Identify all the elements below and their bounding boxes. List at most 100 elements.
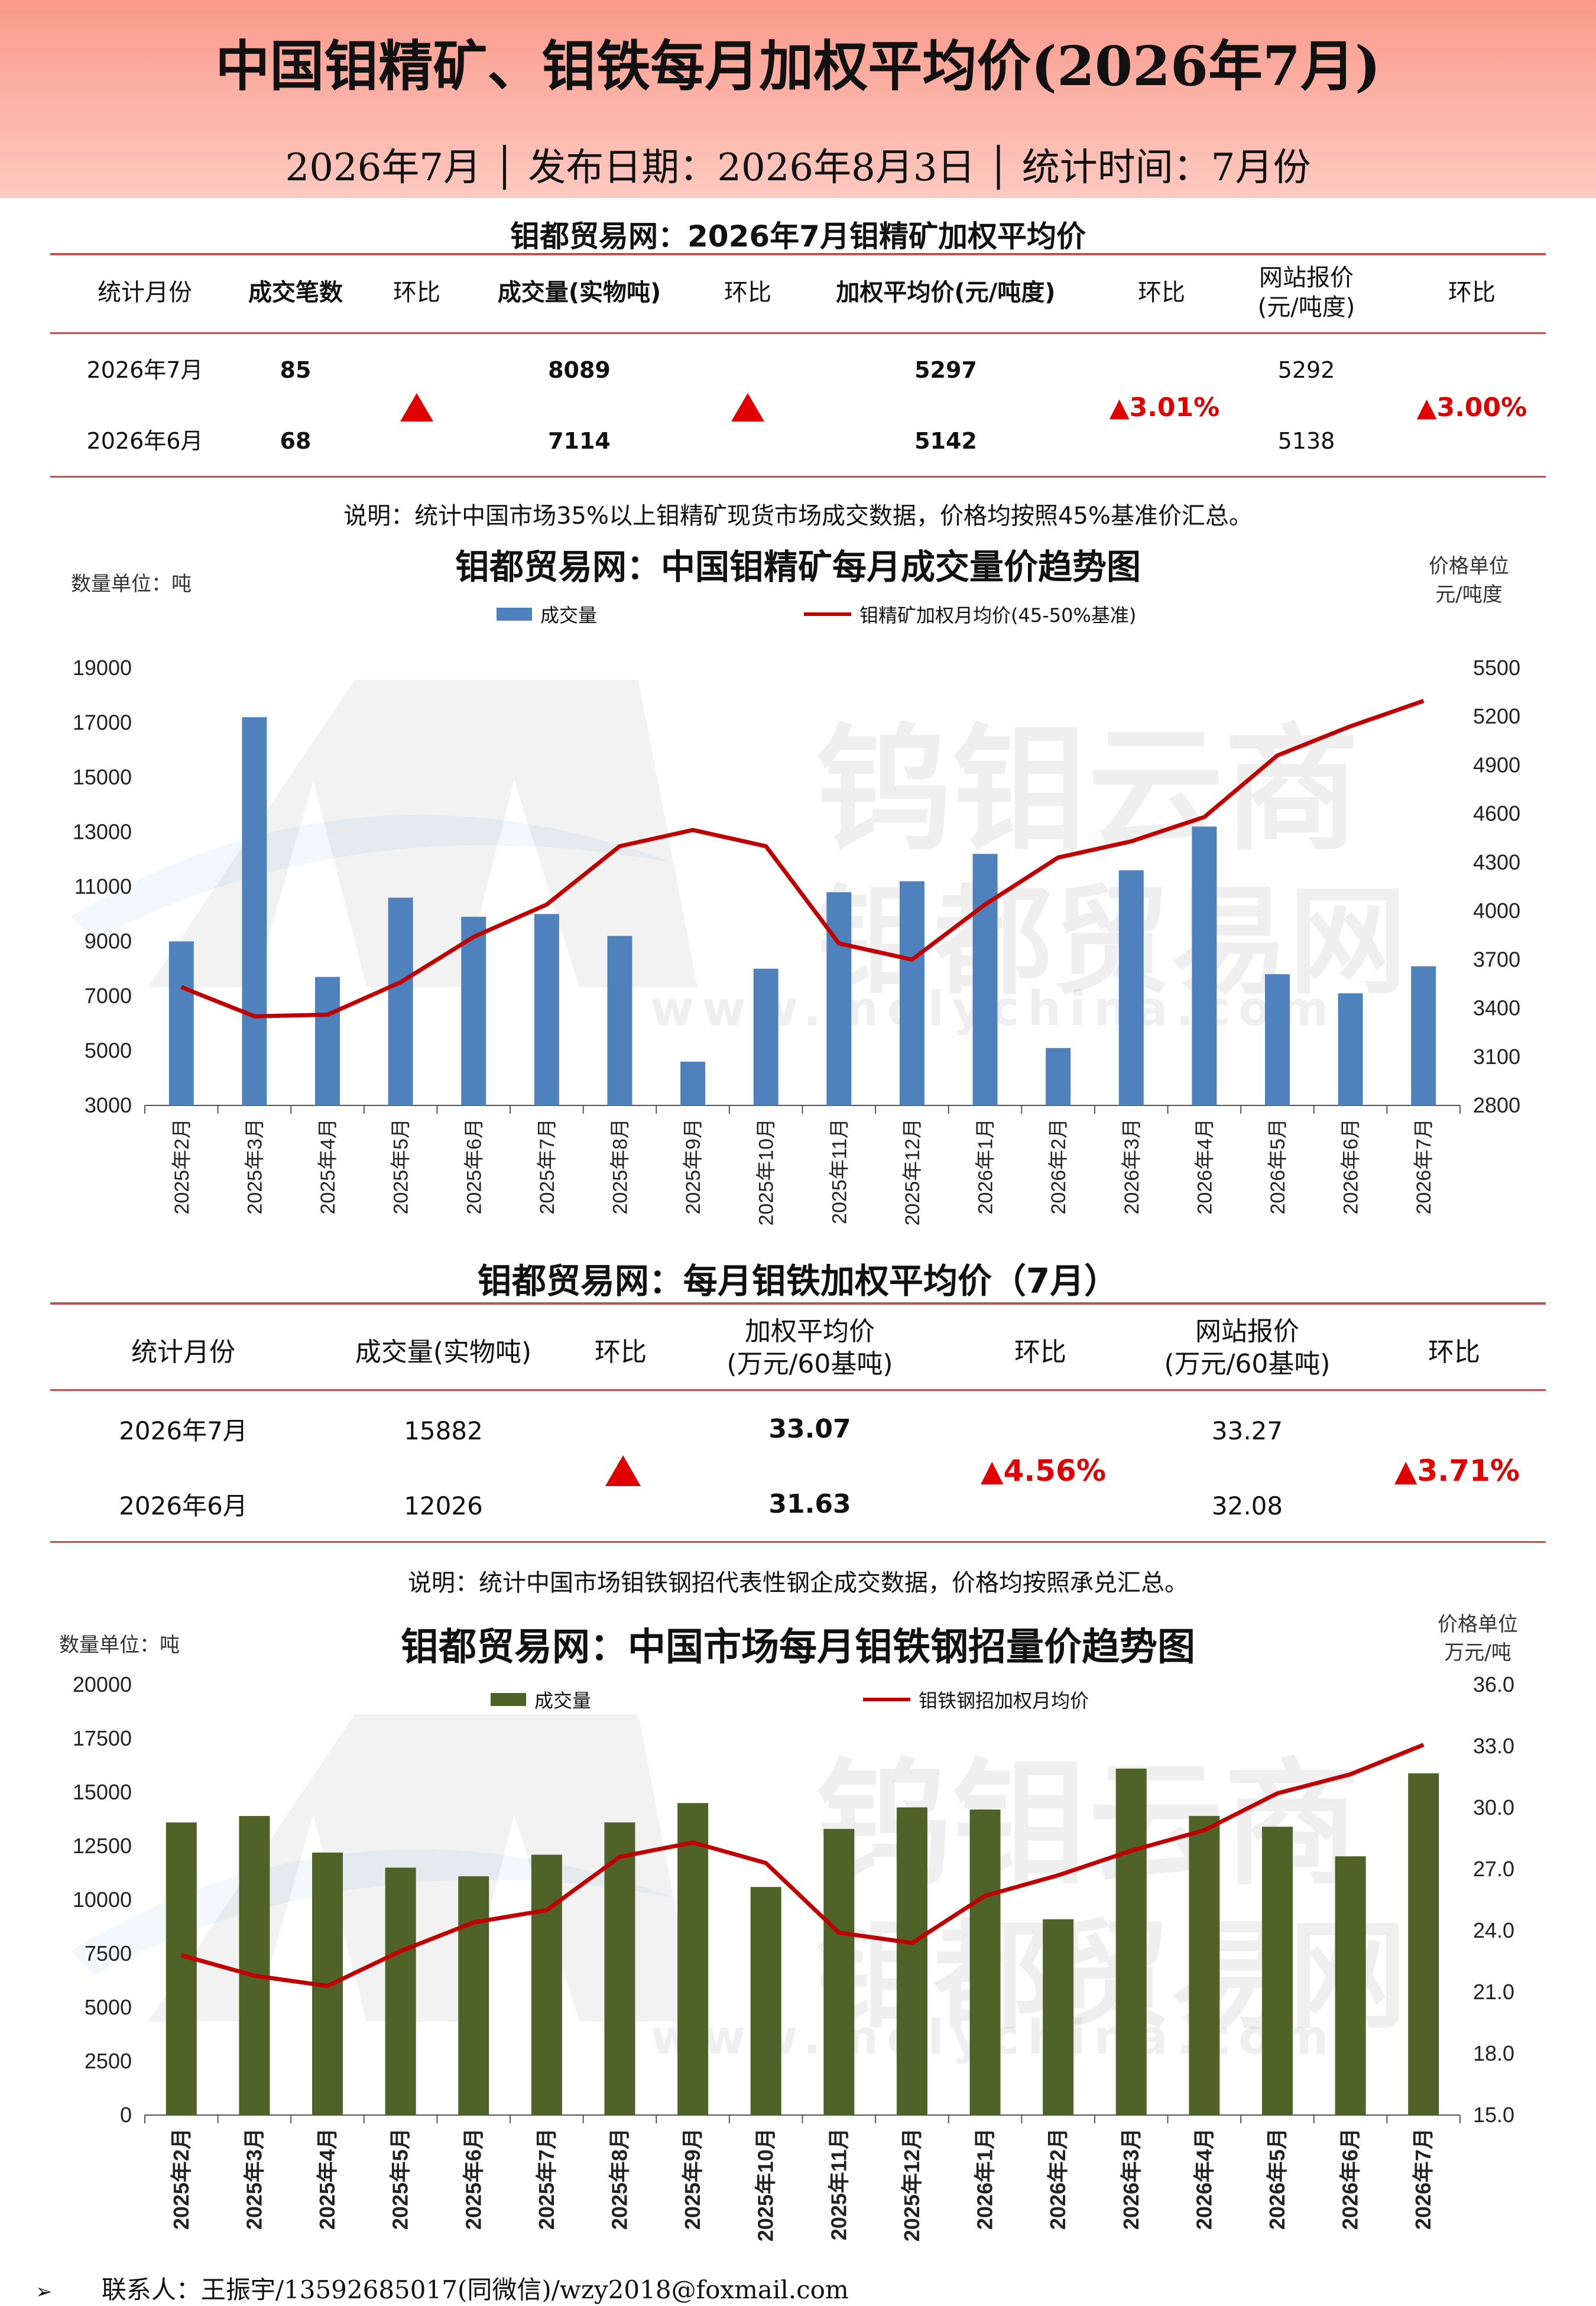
chart2-right-tick: 15.0 <box>1473 2103 1514 2127</box>
chart2-left-tick: 15000 <box>73 1780 132 1804</box>
chart1-bar <box>899 881 924 1105</box>
report-header: 中国钼精矿、钼铁每月加权平均价(2026年7月) 2026年7月 │ 发布日期：… <box>0 0 1596 198</box>
chart2-left-tick: 10000 <box>73 1887 132 1912</box>
chart2-legend-line: 钼铁钢招加权月均价 <box>863 1686 1089 1713</box>
ore-table-title: 钼都贸易网：2026年7月钼精矿加权平均价 <box>510 219 1086 254</box>
ore-th-month: 统计月份 <box>98 279 192 306</box>
chart1-bar <box>1338 993 1363 1105</box>
chart1-bar <box>315 977 340 1105</box>
ferro-volume-up-arrow-icon <box>605 1455 641 1486</box>
chart2-left-tick: 2500 <box>85 2049 132 2073</box>
chart1-price-line <box>180 699 1425 1019</box>
chart2-bar <box>166 1822 197 2115</box>
chart1-category-label: 2025年5月 <box>390 1118 413 1215</box>
chart2-legend-line-label: 钼铁钢招加权月均价 <box>919 1689 1089 1712</box>
chart1-legend-line-swatch <box>804 612 851 616</box>
chart1-category-label: 2025年3月 <box>244 1118 266 1215</box>
ore-th-change1: 环比 <box>393 279 440 306</box>
chart1-category-label: 2025年9月 <box>682 1118 705 1215</box>
chart2-category-label: 2025年4月 <box>315 2128 339 2230</box>
chart2-bar <box>1189 1816 1220 2115</box>
ferro-row2-price: 31.63 <box>768 1489 851 1519</box>
chart1-left-tick: 15000 <box>73 765 132 789</box>
chart1-left-tick: 11000 <box>74 874 132 899</box>
chart2-category-label: 2026年2月 <box>1046 2128 1070 2230</box>
chart1-right-tick: 4300 <box>1473 850 1520 874</box>
chart1-bar <box>242 717 267 1105</box>
chart1-bar <box>753 968 778 1105</box>
chart1-bar <box>972 854 998 1105</box>
chart2-left-tick: 12500 <box>73 1834 132 1858</box>
chart1-bar <box>1192 826 1217 1105</box>
chart2-left-tick: 0 <box>120 2103 132 2127</box>
chart2-right-tick: 30.0 <box>1473 1795 1514 1819</box>
ore-row1-deals: 85 <box>280 357 312 383</box>
chart1-legend-bar-swatch <box>497 608 532 621</box>
ferro-th-month: 统计月份 <box>131 1337 235 1367</box>
ferro-th-change3: 环比 <box>1428 1337 1480 1367</box>
ferro-quote-change: ▲3.71% <box>1394 1454 1520 1488</box>
chart1-right-tick: 5500 <box>1473 656 1520 680</box>
chart1-legend-bar-label: 成交量 <box>540 604 598 627</box>
ore-table-top-rule <box>50 253 1546 255</box>
ore-row1-quote: 5292 <box>1277 357 1335 383</box>
chart2-bar <box>458 1876 489 2115</box>
chart1-category-label: 2026年6月 <box>1340 1118 1363 1215</box>
chart1-right-tick: 5200 <box>1473 704 1520 728</box>
ferro-table-top-rule <box>50 1302 1546 1305</box>
chart2-category-label: 2026年7月 <box>1411 2128 1435 2230</box>
chart1-bar <box>680 1062 706 1105</box>
ferro-row1-price: 33.07 <box>768 1414 851 1444</box>
chart2-right-tick: 24.0 <box>1473 1918 1514 1942</box>
chart2-legend-bar-swatch <box>491 1693 526 1706</box>
chart2-title: 钼都贸易网：中国市场每月钼铁钢招量价趋势图 <box>401 1626 1195 1669</box>
chart2-category-label: 2026年3月 <box>1119 2128 1143 2230</box>
chart2-bar <box>1261 1827 1293 2115</box>
chart1-right-tick: 2800 <box>1473 1093 1520 1117</box>
chart1-right-tick: 3700 <box>1473 947 1520 971</box>
chart1-category-label: 2025年2月 <box>171 1118 193 1215</box>
chart1-right-tick: 3400 <box>1473 996 1520 1020</box>
chart1-category-label: 2026年2月 <box>1047 1118 1070 1215</box>
chart1-category-label: 2025年11月 <box>828 1118 851 1224</box>
chart1-category-label: 2025年6月 <box>463 1118 485 1215</box>
chart2-category-label: 2026年4月 <box>1192 2128 1216 2230</box>
ferro-price-change: ▲4.56% <box>981 1454 1106 1488</box>
ferro-row1-month: 2026年7月 <box>119 1416 248 1445</box>
chart2-bar <box>604 1822 635 2115</box>
chart1-category-label: 2025年8月 <box>609 1118 631 1215</box>
ore-row1-price: 5297 <box>914 357 977 383</box>
chart2-right-unit: 价格单位 万元/吨 <box>1438 1613 1518 1665</box>
chart1-right-tick: 3100 <box>1473 1045 1520 1069</box>
chart2-right-tick: 36.0 <box>1473 1672 1514 1697</box>
chart1-right-unit: 价格单位 元/吨度 <box>1429 554 1509 606</box>
chart2-bar <box>1335 1856 1366 2115</box>
ferro-row2-month: 2026年6月 <box>119 1491 248 1520</box>
chart2-category-label: 2025年3月 <box>242 2128 266 2230</box>
ferro-th-quote: 网站报价 (万元/60基吨) <box>1164 1316 1331 1379</box>
chart1-category-label: 2025年12月 <box>901 1118 924 1225</box>
chart2-bar <box>969 1809 1001 2115</box>
chart1-left-tick: 5000 <box>85 1039 132 1063</box>
chart2-category-label: 2025年6月 <box>461 2128 485 2230</box>
chart2-category-label: 2025年8月 <box>607 2128 631 2230</box>
chart1-bar <box>1118 870 1144 1105</box>
chart2-bar <box>750 1887 781 2115</box>
ferro-row2-volume: 12026 <box>404 1491 483 1520</box>
ore-th-deals: 成交笔数 <box>248 279 343 306</box>
ferro-row2-quote: 32.08 <box>1211 1491 1283 1520</box>
chart2-category-label: 2025年11月 <box>826 2128 851 2240</box>
chart1-left-tick: 19000 <box>73 656 132 680</box>
ore-note: 说明：统计中国市场35%以上钼精矿现货市场成交数据，价格均按照45%基准价汇总。 <box>343 502 1253 530</box>
chart1-plot: 3000 5000 7000 9000 11000 13000 15000 17000 1900… <box>73 656 1520 1225</box>
chart1-left-tick: 9000 <box>85 929 132 953</box>
ferro-table-title: 钼都贸易网：每月钼铁加权平均价（7月） <box>477 1261 1119 1301</box>
ore-volume-up-arrow-icon <box>731 393 764 421</box>
chart1-category-label: 2026年3月 <box>1121 1118 1143 1215</box>
chart2-left-tick: 17500 <box>73 1726 132 1750</box>
ore-table-bottom-rule <box>50 476 1546 478</box>
ferro-th-change2: 环比 <box>1014 1337 1066 1367</box>
chart2-right-tick: 27.0 <box>1473 1857 1514 1881</box>
chart1-title: 钼都贸易网：中国钼精矿每月成交量价趋势图 <box>455 547 1141 587</box>
ferro-table-bottom-rule <box>50 1541 1546 1543</box>
